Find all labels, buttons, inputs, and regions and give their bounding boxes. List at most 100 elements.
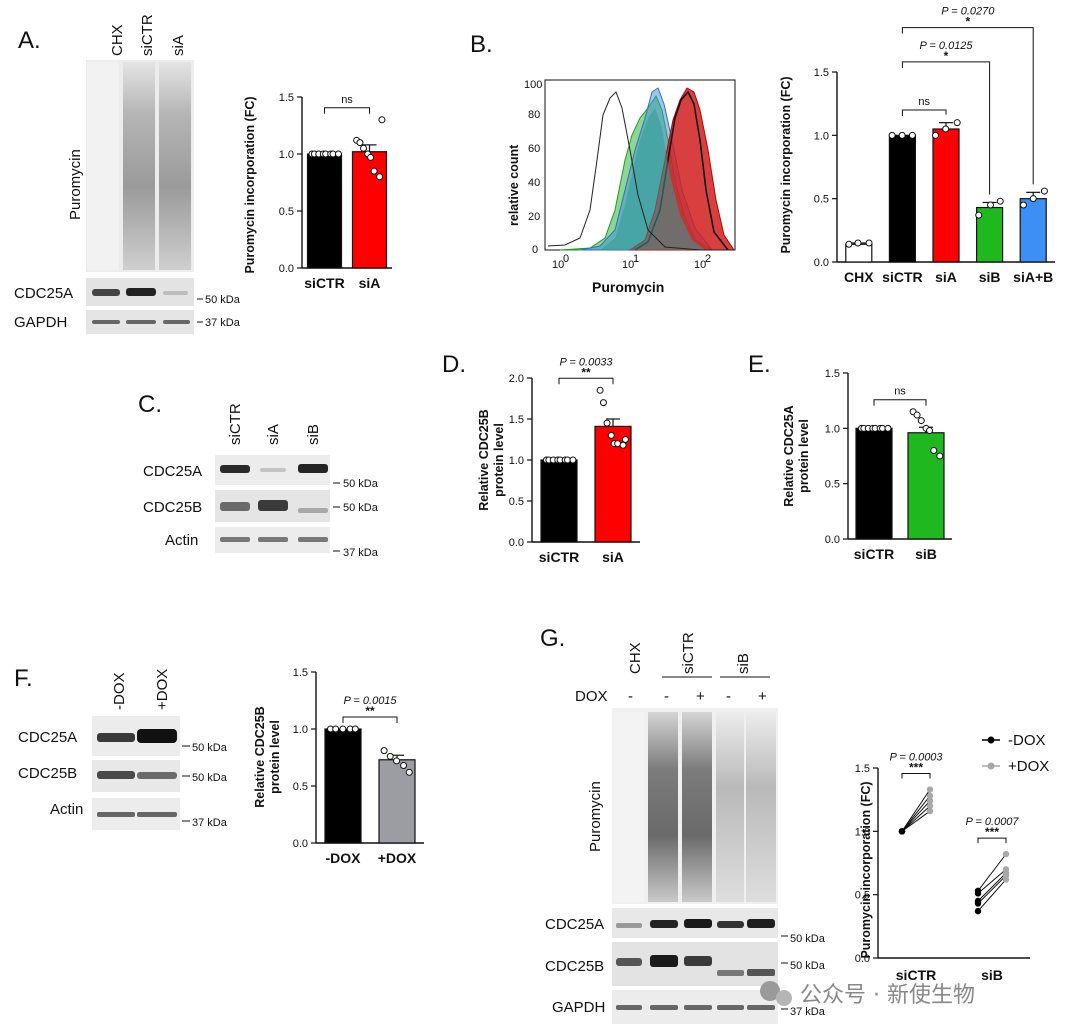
category-label: siCTR [304, 275, 344, 291]
significance-label: ns [894, 386, 906, 398]
data-point [1040, 187, 1048, 195]
band [258, 537, 288, 542]
lane-label-sia: siA [265, 424, 282, 445]
point-plus-dox [926, 802, 934, 810]
y-tick-label: 0.0 [279, 263, 294, 275]
category-label: siCTR [896, 967, 936, 983]
band [137, 772, 177, 779]
dox-sign: + [696, 688, 705, 705]
y-axis-label: Puromycin incorporation (FC) [859, 781, 873, 958]
data-point [386, 752, 394, 760]
category-label: siCTR [854, 546, 894, 562]
significance-stars: * [965, 15, 970, 29]
p-value-label: P = 0.0270 [941, 6, 995, 18]
point-plus-dox [926, 807, 934, 815]
data-point [376, 173, 384, 181]
y-tick-label: 1.5 [509, 414, 524, 426]
significance-stars: ** [581, 365, 591, 379]
mw-marker: 50 kDa [790, 960, 826, 972]
legend-label: -DOX [1008, 732, 1046, 749]
blot-lane [682, 712, 712, 902]
bar-sia [932, 128, 960, 263]
y-tick-label: 1.0 [509, 455, 524, 467]
significance-label: ns [918, 96, 930, 108]
mw-marker: 50 kDa [343, 502, 379, 514]
blot-lane-chx [87, 62, 119, 270]
flow-ylabel: relative count [507, 144, 521, 226]
band [97, 733, 135, 742]
band [747, 919, 775, 928]
legend-marker [987, 762, 995, 770]
point-plus-dox [926, 792, 934, 800]
blot-label-cdc25b: CDC25B [143, 499, 202, 516]
y-tick-label: 0.5 [814, 194, 829, 206]
data-point [888, 131, 896, 139]
blot-lane-sictr [123, 62, 155, 270]
significance-bracket [901, 27, 1034, 185]
data-point [975, 211, 983, 219]
flow-xtick-exp: 0 [563, 253, 569, 265]
data-point [332, 725, 340, 733]
data-point [953, 119, 961, 127]
data-point [926, 427, 934, 435]
wechat-icon [760, 981, 780, 1001]
point-plus-dox [926, 786, 934, 793]
panel-b-letter: B. [470, 31, 493, 58]
blot-lane [648, 712, 678, 902]
y-tick-label: 1.0 [279, 149, 294, 161]
p-value-label: P = 0.0007 [965, 816, 1019, 828]
paired-line [977, 853, 1007, 892]
paired-line [977, 875, 1007, 904]
blot-label-puromycin: Puromycin [587, 781, 604, 852]
y-tick-label: 0.5 [279, 206, 294, 218]
y-tick-label: 1.5 [279, 92, 294, 104]
y-tick-label: 0.0 [855, 953, 870, 965]
band [717, 970, 744, 976]
point-plus-dox [1002, 850, 1010, 858]
y-axis-label-2: protein level [797, 419, 811, 493]
category-label: siB [915, 546, 937, 562]
lane-label-sictr: siCTR [227, 403, 244, 445]
data-point [351, 725, 359, 733]
band [650, 955, 678, 967]
category-label: +DOX [378, 850, 417, 866]
chart-a: 0.0 0.5 1.0 1.5 Puromycin incorporation (FC)… [243, 92, 392, 291]
significance-bracket [901, 109, 947, 116]
band [126, 288, 156, 296]
mw-marker: 37 kDa [790, 1006, 826, 1018]
mw-marker: 50 kDa [790, 933, 826, 945]
lane-label-chx: CHX [627, 642, 644, 674]
data-point [1019, 201, 1027, 209]
data-point [908, 131, 916, 139]
bar-sictr [306, 153, 343, 269]
chart-e: 0.0 0.5 1.0 1.5 Relative CDC25A protein level… [782, 368, 952, 562]
flow-xtick: 10 [552, 259, 564, 271]
watermark: 公众号 · 新使生物 [760, 981, 975, 1008]
significance-stars: *** [985, 825, 999, 839]
blot-label-cdc25a: CDC25A [14, 285, 73, 302]
category-label: siB [979, 269, 1001, 285]
band [298, 537, 328, 542]
band [260, 468, 286, 472]
flow-xtick: 10 [694, 259, 706, 271]
y-tick-label: 1.5 [814, 67, 829, 79]
panel-f-letter: F. [14, 665, 33, 692]
dox-sign: + [758, 688, 767, 705]
data-point [569, 456, 577, 464]
y-tick-label: 1.0 [825, 423, 840, 435]
band [747, 1005, 775, 1010]
data-point [865, 239, 873, 247]
significance-bracket [901, 61, 991, 195]
band [684, 1005, 712, 1010]
data-point [845, 240, 853, 248]
data-point [619, 441, 627, 449]
mw-marker: 50 kDa [192, 772, 228, 784]
paired-line [901, 810, 931, 832]
significance-stars: * [944, 49, 949, 63]
y-axis-label: Relative CDC25B [477, 409, 491, 510]
chart-d: 0.0 0.5 1.0 1.5 2.0 Relative CDC25B protein le… [477, 356, 640, 565]
bar-sictr [888, 134, 917, 263]
y-tick-label: 1.0 [293, 724, 308, 736]
blot-lane [716, 712, 744, 902]
